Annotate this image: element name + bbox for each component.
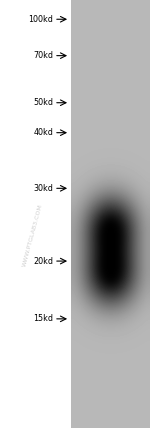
Text: 20kd: 20kd [33,256,53,266]
Text: 70kd: 70kd [33,51,53,60]
Text: 15kd: 15kd [33,314,53,324]
Text: 50kd: 50kd [33,98,53,107]
Text: 40kd: 40kd [33,128,53,137]
Text: 100kd: 100kd [28,15,53,24]
Text: 30kd: 30kd [33,184,53,193]
Text: WWW.PTGLAB3.COM: WWW.PTGLAB3.COM [22,203,44,268]
